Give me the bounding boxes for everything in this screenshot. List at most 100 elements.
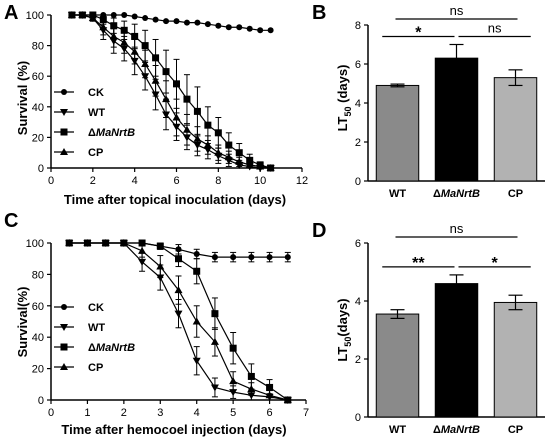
data-point (131, 32, 139, 40)
panel-d-y-axis-title: LT50(days) (335, 298, 353, 361)
panel-b-significance-label-2: ns (488, 21, 502, 36)
data-point (193, 250, 200, 257)
panel-a-x-axis-title: Time after topical inoculation (days) (64, 192, 286, 207)
data-point (193, 267, 201, 275)
data-point (141, 59, 150, 67)
data-point (230, 254, 237, 261)
panel-c-x-tick-label: 2 (121, 407, 127, 419)
legend-marker (60, 324, 68, 331)
panel-b-y-tick-label: 2 (355, 137, 361, 149)
category-label-delta: Δ (433, 188, 441, 200)
panel-letter-c: C (4, 210, 18, 232)
panel-d-bar-1 (434, 283, 479, 418)
panel-d-significance-label-1: ** (412, 255, 425, 272)
panel-b-category-label-2: CP (508, 188, 523, 200)
data-point (78, 11, 87, 18)
data-point (173, 80, 180, 88)
data-point (183, 19, 190, 26)
panel-a-x-tick-label: 8 (215, 175, 221, 187)
data-point (163, 18, 170, 25)
panel-b-y-tick-label: 8 (355, 20, 361, 32)
panel-d-bar-2 (493, 301, 538, 418)
panel-b-bar-0 (375, 84, 420, 182)
legend-label: ΔMaNrtB (88, 127, 135, 139)
panel-c-x-tick-label: 1 (84, 407, 90, 419)
panel-c-y-tick-label: 20 (32, 364, 44, 376)
data-point (141, 42, 149, 50)
panel-b-category-label-1: ΔMaNrtB (433, 188, 480, 200)
data-point (193, 134, 202, 142)
panel-b-y-tick-label: 0 (355, 176, 361, 188)
data-point (130, 47, 139, 55)
panel-c-y-tick-label: 100 (26, 238, 44, 250)
panel-c-y-tick-label: 80 (32, 269, 44, 281)
data-point (211, 254, 218, 261)
legend-marker (60, 363, 68, 370)
panel-letter-a: A (4, 2, 18, 24)
data-point (266, 164, 275, 171)
data-point (83, 239, 92, 246)
category-label-gene: MaNrtB (441, 188, 480, 200)
data-point (245, 160, 254, 168)
panel-c-y-tick-label: 40 (32, 332, 44, 344)
data-point (138, 239, 146, 247)
panel-b-bar-2 (493, 77, 538, 182)
legend-label: ΔMaNrtB (88, 342, 135, 354)
panel-c-x-tick-label: 3 (157, 407, 163, 419)
panel-b-y-axis-title: LT50 (days) (335, 65, 353, 132)
legend-marker (60, 343, 68, 351)
data-point (119, 239, 128, 246)
data-point (121, 12, 128, 18)
panel-a-y-tick-label: 100 (26, 10, 44, 22)
data-point (236, 24, 243, 31)
data-point (162, 68, 170, 76)
data-point (235, 157, 244, 165)
data-point (151, 76, 160, 84)
data-point (174, 286, 183, 294)
legend-marker (60, 109, 68, 116)
data-point (284, 254, 291, 261)
panel-d-y-axis-title-tail: (days) (335, 298, 350, 336)
panel-c-x-tick-label: 0 (48, 407, 54, 419)
panel-d-significance-label-2: * (492, 255, 499, 272)
data-point (204, 21, 211, 28)
data-point (283, 396, 292, 403)
data-point (256, 162, 265, 170)
data-point (67, 11, 76, 18)
panel-a-x-tick-label: 6 (173, 175, 179, 187)
panel-c-series-0 (54, 240, 291, 310)
panel-c-series-3 (54, 239, 292, 403)
panel-a-x-tick-label: 2 (90, 175, 96, 187)
data-point (120, 38, 129, 46)
panel-d-significance-label-0: ns (450, 221, 464, 236)
data-point (248, 254, 255, 261)
data-point (235, 149, 243, 157)
panel-c-y-tick-label: 0 (38, 395, 44, 407)
panel-a-y-tick-label: 60 (32, 71, 44, 83)
data-point (65, 239, 74, 246)
legend-label: CK (88, 302, 104, 314)
data-point (173, 18, 180, 25)
legend-marker (60, 128, 68, 136)
data-point (182, 125, 191, 133)
panel-a-y-tick-label: 80 (32, 41, 44, 53)
panel-d-y-tick-label: 0 (355, 412, 361, 424)
legend-marker (61, 304, 67, 310)
legend-label: WT (88, 107, 105, 119)
data-point (152, 54, 160, 62)
legend-label: CK (88, 87, 104, 99)
data-point (246, 156, 254, 164)
panel-a-x-tick-label: 4 (132, 175, 138, 187)
panel-b-significance-label-1: * (415, 25, 422, 42)
legend-label: CP (88, 147, 103, 159)
data-point (247, 372, 255, 380)
legend-label: CP (88, 362, 103, 374)
data-point (99, 23, 108, 31)
panel-d-category-label-2: CP (508, 424, 523, 436)
data-point (138, 246, 147, 254)
legend-label-delta: Δ (88, 127, 96, 139)
legend-marker (61, 89, 67, 95)
panel-a-y-tick-label: 20 (32, 132, 44, 144)
panel-a-y-tick-label: 40 (32, 102, 44, 114)
